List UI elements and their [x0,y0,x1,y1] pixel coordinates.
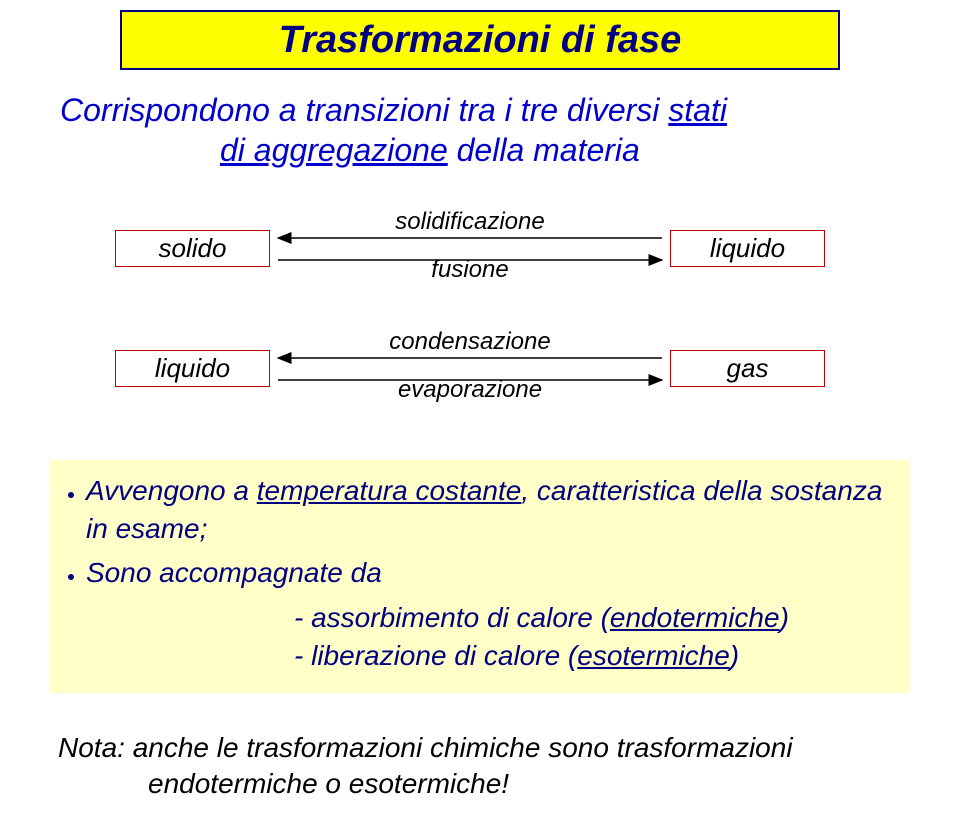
sub-2-a: - liberazione di calore ( [294,640,577,671]
intro-part-1: Corrispondono a transizioni tra i tre di… [60,92,668,128]
highlight-block: Avvengono a temperatura costante, caratt… [50,460,910,693]
intro-text: Corrispondono a transizioni tra i tre di… [60,90,910,170]
bullet-1-underline: temperatura costante [257,475,522,506]
state-liquido-bottom: liquido [115,350,270,387]
phase-diagram: solido liquido liquido gas solidificazio… [0,200,960,450]
label-condensazione: condensazione [360,328,580,356]
sub-1-a: - assorbimento di calore ( [294,602,610,633]
label-solidificazione: solidificazione [360,208,580,236]
state-liquido-top: liquido [670,230,825,267]
sub-lines: - assorbimento di calore (endotermiche) … [294,599,896,675]
sub-line-2: - liberazione di calore (esotermiche) [294,637,896,675]
bullet-2: Sono accompagnate da [86,554,896,592]
note-text: Nota: anche le trasformazioni chimiche s… [58,730,908,803]
sub-2-u: esotermiche [577,640,730,671]
sub-2-b: ) [730,640,739,671]
state-solido: solido [115,230,270,267]
intro-underline-aggregazione: di aggregazione [220,132,448,168]
sub-1-b: ) [780,602,789,633]
title-text: Trasformazioni di fase [279,19,682,62]
label-fusione: fusione [360,256,580,284]
intro-part-2: della materia [448,132,640,168]
state-gas: gas [670,350,825,387]
sub-line-1: - assorbimento di calore (endotermiche) [294,599,896,637]
note-line-2: endotermiche o esotermiche! [148,768,509,799]
sub-1-u: endotermiche [610,602,780,633]
note-line-1: Nota: anche le trasformazioni chimiche s… [58,732,793,763]
label-evaporazione: evaporazione [360,376,580,404]
intro-underline-stati: stati [668,92,727,128]
bullet-1-a: Avvengono a [86,475,257,506]
title-box: Trasformazioni di fase [120,10,840,70]
bullet-1: Avvengono a temperatura costante, caratt… [86,472,896,548]
